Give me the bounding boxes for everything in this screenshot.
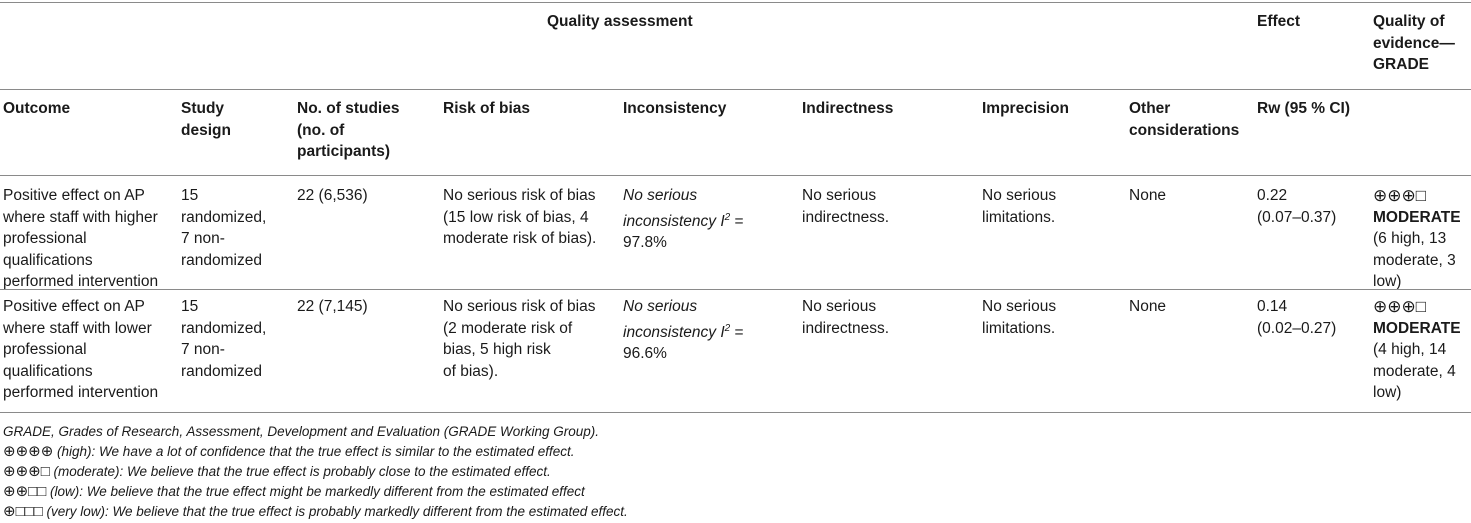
grade-label: MODERATE [1373, 208, 1461, 226]
col-outcome: Outcome [3, 100, 71, 117]
row2-rw: 0.14 (0.02–0.27) [1257, 298, 1337, 337]
footnote-high: ⊕⊕⊕⊕ (high): We have a lot of confidence… [3, 443, 575, 460]
row2-risk-of-bias: No serious risk of bias (2 moderate risk … [443, 298, 596, 380]
table-top-rule [0, 2, 1471, 3]
grade-symbols-icon: ⊕⊕⊕□ [1373, 297, 1427, 316]
row2-inconsistency: No serious inconsistency I2 = 96.6% [623, 298, 744, 363]
header-divider [0, 89, 1471, 90]
col-other-considerations: Other considerations [1129, 100, 1240, 139]
footnote-very-low: ⊕□□□ (very low): We believe that the tru… [3, 503, 628, 520]
row1-other: None [1129, 187, 1167, 204]
row2-imprecision: No serious limitations. [982, 298, 1057, 337]
row1-indirectness: No serious indirectness. [802, 187, 890, 226]
very-low-grade-icon: ⊕□□□ [3, 503, 43, 520]
col-indirectness: Indirectness [802, 100, 894, 117]
row1-outcome: Positive effect on AP where staff with hi… [3, 187, 159, 290]
row2-other: None [1129, 298, 1167, 315]
col-no-of-studies: No. of studies (no. of participants) [297, 100, 400, 160]
row2-indirectness: No serious indirectness. [802, 298, 890, 337]
row2-grade: ⊕⊕⊕□ MODERATE (4 high, 14 moderate, 4 low) [1373, 297, 1461, 401]
footnote-grade-definition: GRADE, Grades of Research, Assessment, D… [3, 424, 599, 439]
column-header-divider [0, 175, 1471, 176]
grade-label: MODERATE [1373, 319, 1461, 337]
table-bottom-rule [0, 412, 1471, 413]
row1-rw: 0.22 (0.07–0.37) [1257, 187, 1337, 226]
moderate-grade-icon: ⊕⊕⊕□ [3, 463, 50, 480]
col-study-design: Study design [181, 100, 231, 139]
footnote-low: ⊕⊕□□ (low): We believe that the true eff… [3, 483, 585, 500]
col-rw: Rw (95 % CI) [1257, 100, 1351, 117]
row2-study-design: 15 randomized, 7 non-randomized [181, 298, 267, 380]
row1-study-design: 15 randomized, 7 non-randomized [181, 187, 267, 269]
row1-grade: ⊕⊕⊕□ MODERATE (6 high, 13 moderate, 3 low) [1373, 186, 1461, 290]
col-imprecision: Imprecision [982, 100, 1069, 117]
row1-inconsistency: No serious inconsistency I2 = 97.8% [623, 187, 744, 252]
row2-no-of-studies: 22 (7,145) [297, 298, 368, 315]
col-risk-of-bias: Risk of bias [443, 100, 530, 117]
footnote-moderate: ⊕⊕⊕□ (moderate): We believe that the tru… [3, 463, 551, 480]
row1-imprecision: No serious limitations. [982, 187, 1057, 226]
grade-symbols-icon: ⊕⊕⊕□ [1373, 186, 1427, 205]
low-grade-icon: ⊕⊕□□ [3, 483, 47, 500]
row1-risk-of-bias: No serious risk of bias (15 low risk of b… [443, 187, 597, 247]
header-quality-assessment: Quality assessment [547, 13, 693, 30]
header-quality-of-evidence: Quality of evidence— GRADE [1373, 13, 1455, 73]
row2-outcome: Positive effect on AP where staff with lo… [3, 298, 159, 401]
row1-no-of-studies: 22 (6,536) [297, 187, 368, 204]
header-effect: Effect [1257, 13, 1301, 30]
high-grade-icon: ⊕⊕⊕⊕ [3, 443, 54, 460]
col-inconsistency: Inconsistency [623, 100, 727, 117]
row-divider [0, 289, 1471, 290]
